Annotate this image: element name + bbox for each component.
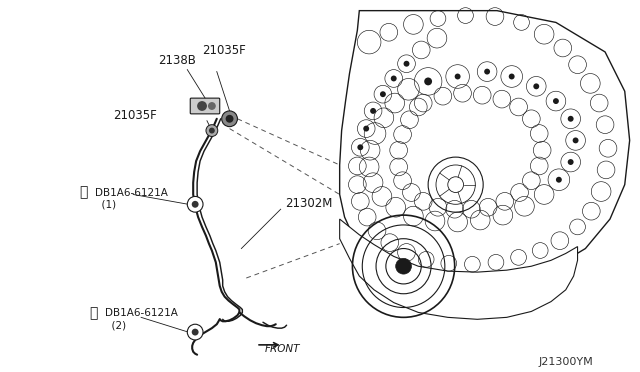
Circle shape: [206, 125, 218, 137]
Polygon shape: [340, 11, 630, 280]
Circle shape: [197, 101, 207, 111]
Circle shape: [509, 74, 515, 80]
Circle shape: [568, 116, 573, 122]
Text: DB1A6-6121A
  (1): DB1A6-6121A (1): [95, 187, 168, 209]
Circle shape: [484, 69, 490, 74]
Circle shape: [568, 159, 573, 165]
Circle shape: [424, 77, 432, 85]
FancyBboxPatch shape: [190, 98, 220, 114]
Polygon shape: [340, 219, 577, 319]
Text: J21300YM: J21300YM: [538, 357, 593, 367]
Circle shape: [192, 201, 198, 208]
Text: Ⓑ: Ⓑ: [89, 307, 97, 320]
Circle shape: [188, 324, 203, 340]
Text: 2138B: 2138B: [158, 54, 196, 67]
Text: 21302M: 21302M: [285, 197, 333, 210]
Circle shape: [556, 177, 562, 183]
Circle shape: [188, 196, 203, 212]
Circle shape: [226, 115, 234, 123]
Circle shape: [208, 102, 216, 110]
Circle shape: [364, 126, 369, 132]
Circle shape: [357, 144, 364, 150]
Text: DB1A6-6121A
  (2): DB1A6-6121A (2): [105, 308, 177, 330]
Circle shape: [221, 111, 237, 126]
Text: 21035F: 21035F: [113, 109, 157, 122]
Text: Ⓑ: Ⓑ: [79, 186, 88, 199]
Circle shape: [448, 177, 463, 192]
Circle shape: [192, 328, 198, 336]
Text: FRONT: FRONT: [265, 344, 300, 354]
Circle shape: [370, 108, 376, 114]
Circle shape: [380, 91, 386, 97]
Circle shape: [396, 259, 412, 274]
Text: 21035F: 21035F: [202, 44, 246, 57]
Circle shape: [533, 83, 540, 89]
Circle shape: [209, 128, 215, 134]
Circle shape: [404, 61, 410, 67]
Circle shape: [454, 74, 461, 80]
Circle shape: [391, 76, 397, 81]
Circle shape: [573, 137, 579, 143]
Circle shape: [553, 98, 559, 104]
